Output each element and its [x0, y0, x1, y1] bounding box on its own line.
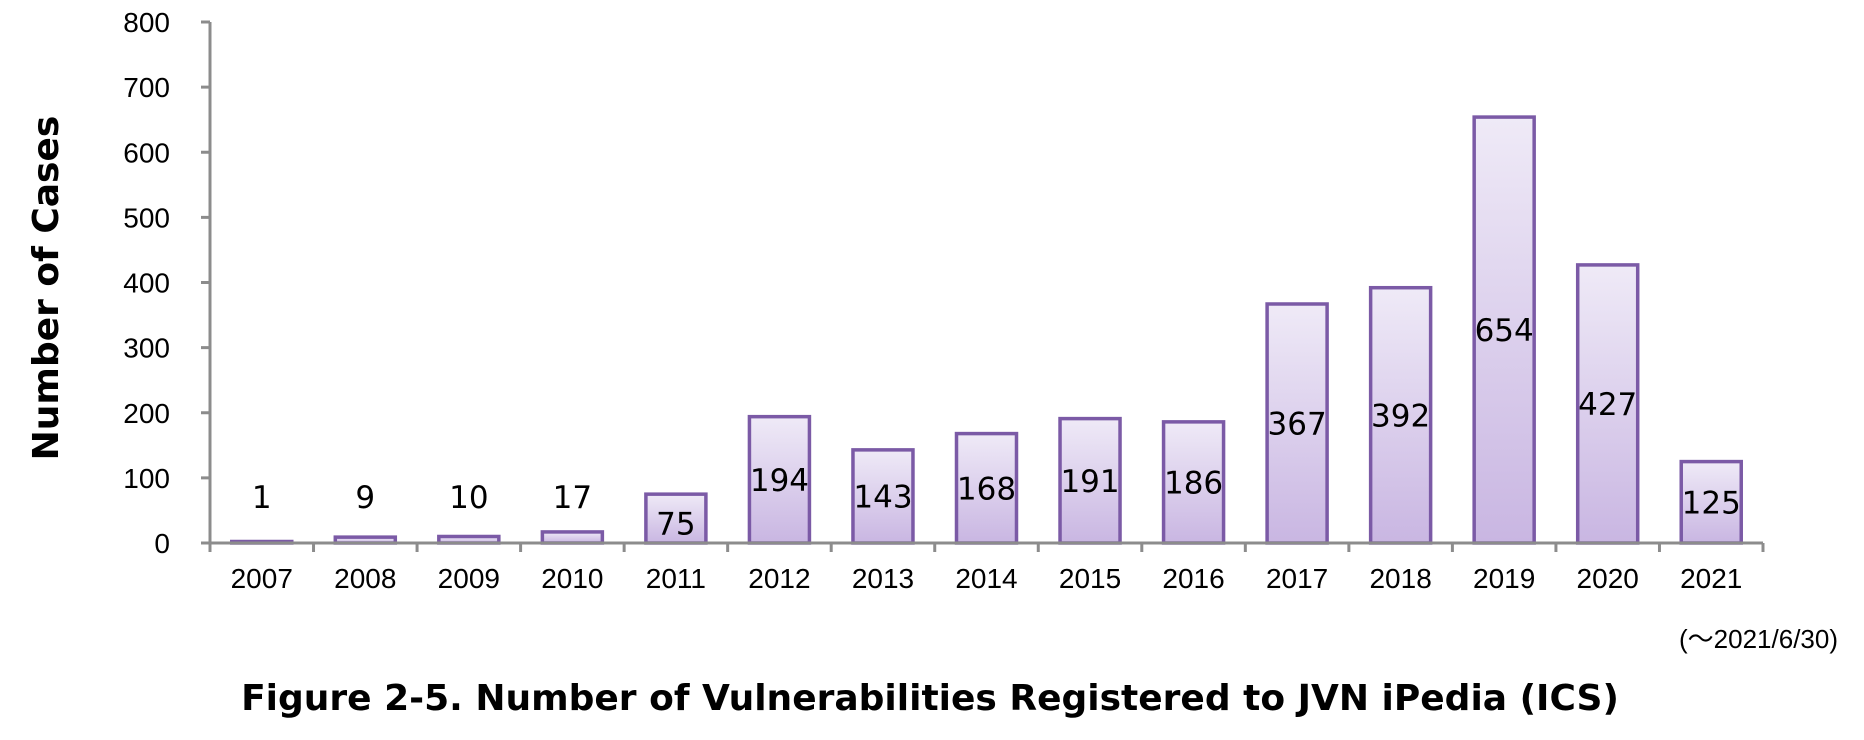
bar — [1265, 302, 1329, 545]
y-tick-label: 800 — [123, 7, 170, 38]
y-tick-label: 500 — [123, 202, 170, 233]
y-tick-label: 600 — [123, 137, 170, 168]
bar — [1472, 115, 1536, 545]
y-axis-title: Number of Cases — [26, 116, 67, 461]
y-axis-ticks: 0 100 200 300 400 500 600 700 800 — [123, 7, 210, 559]
x-tick-label: 2009 — [438, 563, 500, 594]
x-tick-label: 2013 — [852, 563, 914, 594]
data-label: 143 — [853, 479, 912, 515]
x-tick-label: 2015 — [1059, 563, 1121, 594]
x-tick-label: 2019 — [1473, 563, 1535, 594]
y-tick-label: 300 — [123, 333, 170, 364]
x-tick-label: 2016 — [1162, 563, 1224, 594]
bar — [540, 530, 605, 545]
x-axis-ticks: 2007 2008 2009 2010 2011 2012 2013 2014 2015 2016… — [208, 543, 1765, 594]
bar — [644, 492, 708, 545]
bar — [1368, 285, 1433, 545]
bar — [1575, 263, 1640, 545]
data-label: 191 — [1060, 464, 1119, 500]
data-label: 125 — [1682, 485, 1741, 521]
data-label: 194 — [750, 463, 809, 499]
x-tick-label: 2018 — [1369, 563, 1431, 594]
data-label: 186 — [1164, 465, 1223, 501]
x-tick-label: 2021 — [1680, 563, 1742, 594]
data-labels: 1 9 10 17 75 194 143 168 191 186 367 392 654 427 125 — [252, 313, 1741, 543]
data-label: 427 — [1578, 387, 1637, 423]
y-tick-label: 400 — [123, 268, 170, 299]
x-tick-label: 2008 — [334, 563, 396, 594]
data-label: 9 — [355, 480, 375, 516]
x-tick-label: 2017 — [1266, 563, 1328, 594]
data-label: 75 — [656, 507, 695, 543]
y-tick-label: 700 — [123, 72, 170, 103]
data-label: 17 — [553, 480, 592, 516]
data-label: 1 — [252, 480, 272, 516]
x-tick-label: 2011 — [646, 563, 706, 594]
x-tick-label: 2020 — [1577, 563, 1639, 594]
x-tick-label: 2007 — [231, 563, 293, 594]
data-label: 654 — [1475, 313, 1534, 349]
data-label: 168 — [957, 471, 1016, 507]
data-label: 392 — [1371, 398, 1430, 434]
data-label: 10 — [449, 480, 488, 516]
y-tick-label: 0 — [154, 528, 170, 559]
date-range-note: (～2021/6/30) — [1679, 624, 1838, 654]
y-tick-label: 200 — [123, 398, 170, 429]
x-tick-label: 2012 — [748, 563, 810, 594]
bar — [747, 414, 812, 545]
bar — [1058, 416, 1122, 545]
x-tick-label: 2010 — [541, 563, 603, 594]
bar — [954, 431, 1019, 545]
y-tick-label: 100 — [123, 463, 170, 494]
bar-series — [230, 115, 1743, 545]
x-tick-label: 2014 — [955, 563, 1017, 594]
figure-caption: Figure 2-5. Number of Vulnerabilities Re… — [241, 678, 1619, 719]
data-label: 367 — [1268, 406, 1327, 442]
